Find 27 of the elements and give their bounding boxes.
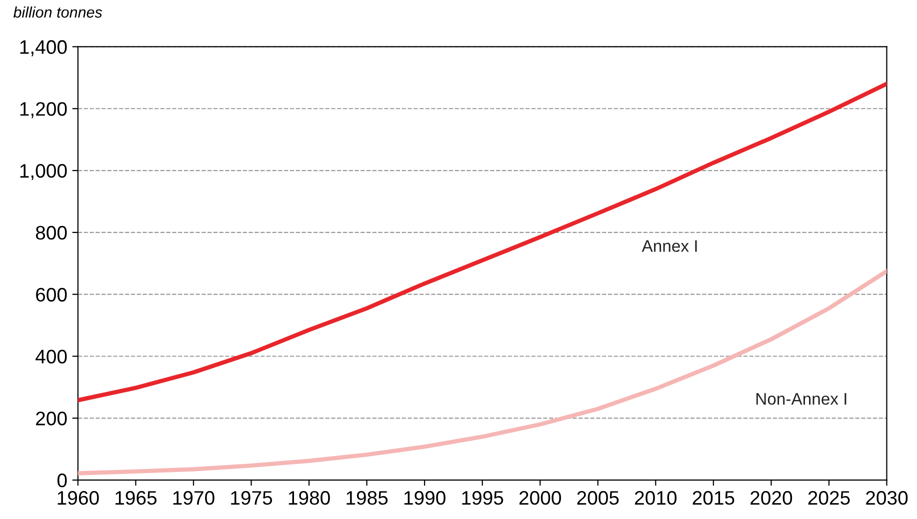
x-tick-label: 1990 [404, 491, 446, 505]
text: Non-Annex I [756, 393, 846, 405]
x-tick-label: 1980 [288, 491, 330, 505]
x-tick-label: 2005 [577, 491, 619, 505]
x-tick-label: 1970 [173, 491, 214, 505]
x-tick-label: 1995 [462, 491, 504, 505]
x-tick-label: 2025 [808, 491, 850, 505]
y-tick-label: 800 [36, 226, 67, 240]
text: Annex I [642, 240, 697, 252]
y-axis-title: billion tonnes [13, 6, 102, 18]
y-tick-label: 600 [36, 288, 67, 302]
y-tick-label: 1,200 [20, 102, 67, 118]
x-tick-label: 1985 [346, 491, 388, 505]
y-tick-label: 1,400 [20, 40, 67, 56]
x-tick-label: 1975 [231, 491, 272, 505]
y-tick-label: 0 [57, 474, 67, 488]
x-tick-label: 1960 [58, 491, 99, 505]
y-tick-label: 1,000 [20, 164, 67, 180]
x-tick-label: 2015 [692, 491, 734, 505]
x-tick-label: 1965 [116, 491, 157, 505]
line-series [78, 269, 887, 476]
y-tick-label: 200 [36, 412, 67, 426]
x-tick-label: 2000 [519, 491, 561, 505]
x-tick-label: 2020 [750, 491, 792, 505]
x-tick-label: 2010 [635, 491, 677, 505]
y-tick-label: 400 [36, 350, 67, 364]
x-tick-label: 2030 [866, 491, 908, 505]
